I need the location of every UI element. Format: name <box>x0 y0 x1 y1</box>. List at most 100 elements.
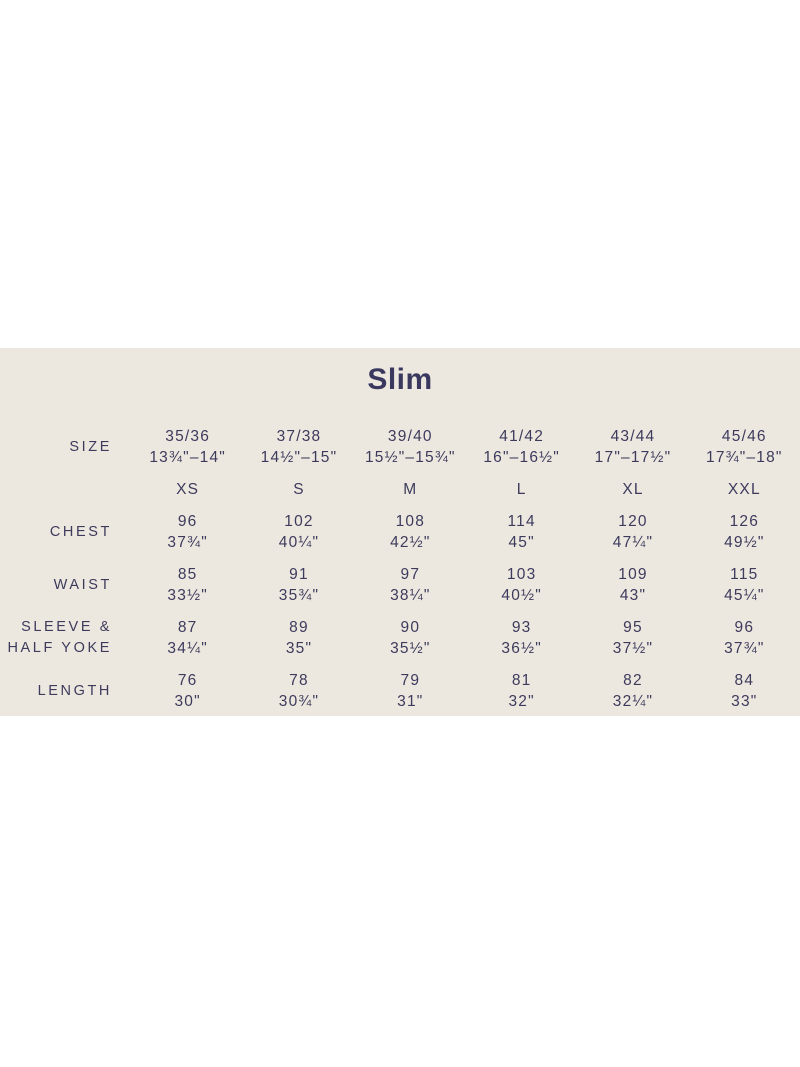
measure-cm: 114 <box>507 513 536 530</box>
measure-cm: 85 <box>177 566 198 583</box>
measure-inches: 35¾" <box>278 587 320 604</box>
measure-inches: 33½" <box>167 587 208 604</box>
measure-cm: 103 <box>506 566 537 583</box>
collar-inches: 15½"–15¾" <box>364 449 456 466</box>
measure-cell: 79 31" <box>355 670 466 712</box>
measure-cm: 79 <box>400 672 421 689</box>
row-label-line1: CHEST <box>49 523 112 540</box>
size-header-cell-m: 39/40 15½"–15¾" <box>355 426 466 468</box>
size-header-cell-xs: 35/36 13¾"–14" <box>132 426 243 468</box>
measure-cell: 91 35¾" <box>243 564 354 606</box>
measure-cell: 82 32¼" <box>577 670 688 712</box>
measure-inches: 35" <box>285 640 313 657</box>
measure-cm: 89 <box>289 619 309 636</box>
measure-inches: 31" <box>397 693 424 710</box>
row-label-line2: HALF YOKE <box>7 640 112 656</box>
measure-cm: 102 <box>284 513 314 530</box>
measure-inches: 42½" <box>390 534 431 551</box>
size-header-cell-xxl: 45/46 17¾"–18" <box>689 426 800 468</box>
measure-cm: 115 <box>730 566 759 583</box>
letter-size-xs: XS <box>176 481 200 498</box>
row-label-chest: CHEST <box>0 522 132 543</box>
measure-cell: 96 37¾" <box>689 617 800 659</box>
measure-inches: 32¼" <box>612 693 654 710</box>
size-number: 35/36 <box>165 428 211 445</box>
measure-inches: 33" <box>731 693 758 710</box>
measure-cm: 81 <box>511 672 532 689</box>
size-number: 43/44 <box>610 428 656 445</box>
row-label-sleeve-half-yoke: SLEEVE & HALF YOKE <box>0 617 132 659</box>
letter-size-s: S <box>293 481 305 498</box>
measure-inches: 30¾" <box>278 693 320 710</box>
measure-cm: 93 <box>511 619 532 636</box>
measure-inches: 43" <box>619 587 647 604</box>
measure-cm: 84 <box>734 672 755 689</box>
collar-inches: 17¾"–18" <box>706 449 783 466</box>
size-number: 37/38 <box>276 428 322 445</box>
measure-inches: 40½" <box>501 587 542 604</box>
measure-cell: 97 38¼" <box>355 564 466 606</box>
measure-cell: 81 32" <box>466 670 577 712</box>
measure-cm: 90 <box>400 619 421 636</box>
measure-cell: 90 35½" <box>355 617 466 659</box>
measure-inches: 36½" <box>501 640 542 657</box>
measure-cell: 103 40½" <box>466 564 577 606</box>
measure-cell: 89 35" <box>243 617 354 659</box>
size-number: 45/46 <box>721 428 767 445</box>
measure-cell: 114 45" <box>466 511 577 553</box>
collar-inches: 14½"–15" <box>260 449 338 466</box>
measure-cell: 126 49½" <box>689 511 800 553</box>
letter-size-m: M <box>403 481 418 498</box>
measure-inches: 37½" <box>612 640 654 657</box>
chest-row: CHEST 96 37¾" 102 40¼" 108 42½" 114 45" … <box>0 511 800 553</box>
measure-inches: 37¾" <box>167 534 208 551</box>
measure-cm: 108 <box>395 513 426 530</box>
measure-inches: 38¼" <box>390 587 431 604</box>
measure-cm: 96 <box>734 619 755 636</box>
measure-inches: 45¼" <box>724 587 765 604</box>
size-header-row: SIZE 35/36 13¾"–14" 37/38 14½"–15" 39/40… <box>0 426 800 468</box>
measure-cell: 76 30" <box>132 670 243 712</box>
measure-inches: 35½" <box>390 640 431 657</box>
sleeve-half-yoke-row: SLEEVE & HALF YOKE 87 34¼" 89 35" 90 35½… <box>0 617 800 659</box>
measure-cm: 78 <box>289 672 309 689</box>
size-number: 39/40 <box>387 428 433 445</box>
measure-inches: 30" <box>174 693 201 710</box>
measure-cell: 95 37½" <box>577 617 688 659</box>
measure-cm: 97 <box>400 566 421 583</box>
collar-inches: 16"–16½" <box>483 449 560 466</box>
size-number: 41/42 <box>499 428 545 445</box>
measure-cell: 85 33½" <box>132 564 243 606</box>
measure-inches: 45" <box>508 534 535 551</box>
measure-cm: 109 <box>618 566 648 583</box>
length-row: LENGTH 76 30" 78 30¾" 79 31" 81 32" 82 3… <box>0 670 800 712</box>
measure-inches: 47¼" <box>612 534 654 551</box>
measure-inches: 34¼" <box>167 640 208 657</box>
collar-inches: 13¾"–14" <box>149 449 226 466</box>
row-label-waist: WAIST <box>0 575 132 596</box>
chart-title: Slim <box>367 363 433 396</box>
measure-cell: 87 34¼" <box>132 617 243 659</box>
measure-cm: 95 <box>623 619 643 636</box>
letter-size-xl: XL <box>622 481 644 498</box>
waist-row: WAIST 85 33½" 91 35¾" 97 38¼" 103 40½" 1… <box>0 564 800 606</box>
measure-inches: 49½" <box>724 534 765 551</box>
measure-cm: 126 <box>729 513 760 530</box>
measure-inches: 37¾" <box>724 640 765 657</box>
measure-cell: 78 30¾" <box>243 670 354 712</box>
measure-cm: 96 <box>177 513 198 530</box>
measure-cell: 102 40¼" <box>243 511 354 553</box>
letter-sizes-row: XS S M L XL XXL <box>0 480 800 500</box>
measure-cell: 109 43" <box>577 564 688 606</box>
row-label-line1: LENGTH <box>37 682 112 699</box>
measure-inches: 32" <box>508 693 535 710</box>
measure-cell: 84 33" <box>689 670 800 712</box>
measure-cell: 120 47¼" <box>577 511 688 553</box>
collar-inches: 17"–17½" <box>594 449 672 466</box>
letter-size-l: L <box>516 481 527 498</box>
measure-cm: 87 <box>177 619 198 636</box>
size-header-cell-xl: 43/44 17"–17½" <box>577 426 688 468</box>
row-label-size: SIZE <box>0 437 132 458</box>
measure-inches: 40¼" <box>278 534 320 551</box>
measure-cell: 96 37¾" <box>132 511 243 553</box>
